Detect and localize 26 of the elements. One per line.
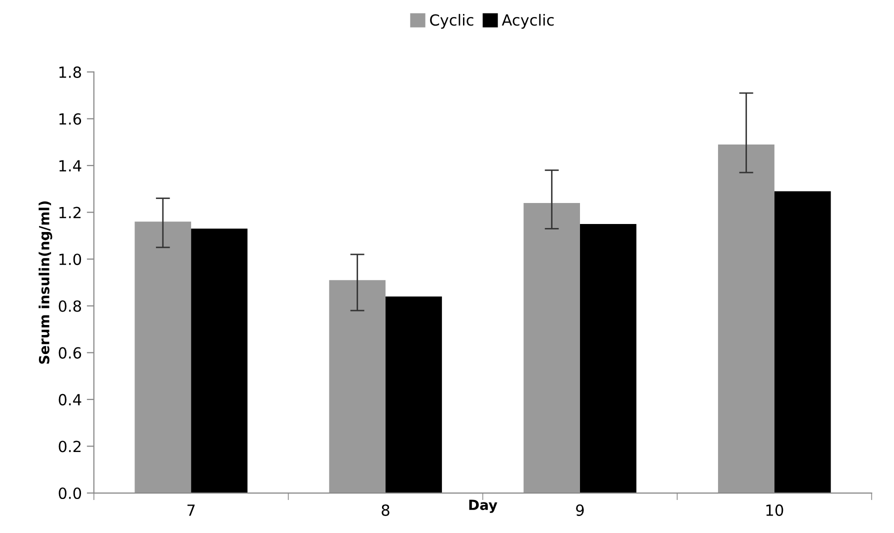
y-tick-label: 1.2 [59, 206, 81, 218]
bar [524, 202, 580, 494]
bar [134, 222, 192, 494]
y-tick-label: 1.8 [59, 66, 82, 78]
x-tick-label: 10 [766, 504, 784, 516]
bar [386, 296, 442, 494]
bar [329, 280, 386, 494]
y-tick-label: 1.6 [59, 113, 82, 125]
y-axis-title: Serum insulin(ng/ml) [38, 201, 52, 364]
y-tick-label: 0.6 [58, 347, 82, 359]
legend-label: Cyclic [430, 14, 474, 29]
bar [774, 191, 831, 494]
x-tick-label: 8 [382, 504, 390, 516]
y-tick-label: 0.4 [58, 394, 82, 406]
y-tick-label: 1.4 [59, 160, 82, 172]
legend-label: Acyclic [502, 14, 554, 29]
y-tick-label: 0.8 [58, 300, 82, 312]
x-tick-label: 7 [187, 504, 195, 516]
bar [580, 224, 636, 494]
x-axis-title: Day [469, 500, 498, 513]
x-tick-label: 9 [576, 504, 584, 516]
bar [191, 228, 248, 494]
y-tick-label: 0.2 [58, 440, 81, 452]
bar [718, 144, 774, 494]
y-tick-label: 1.0 [59, 254, 82, 266]
y-tick-label: 0.0 [58, 487, 82, 500]
